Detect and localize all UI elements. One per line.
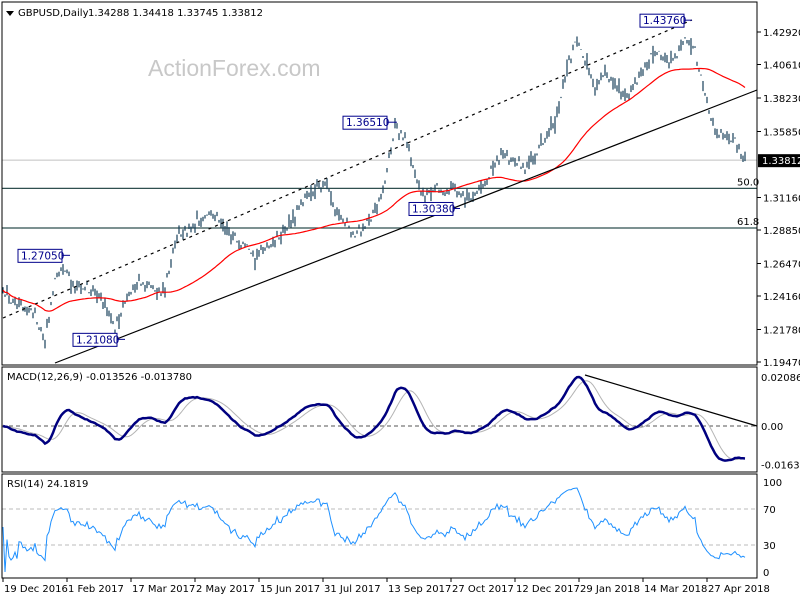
rsi-title: RSI(14) 24.1819 xyxy=(7,479,88,490)
price-bars xyxy=(2,36,746,349)
price-axis-label: 1.38230 xyxy=(763,94,800,105)
date-axis-label: 31 Jul 2017 xyxy=(324,584,381,595)
fib-level-label: 50.0 xyxy=(737,177,759,188)
collapse-triangle-icon[interactable] xyxy=(6,11,14,16)
date-axis-label: 2 May 2017 xyxy=(196,584,255,595)
rsi-line xyxy=(2,487,746,573)
date-axis-label: 13 Sep 2017 xyxy=(388,584,451,595)
macd-axis-label: 0.020861 xyxy=(761,373,800,384)
price-axis-label: 1.21780 xyxy=(763,325,800,336)
date-axis-label: 15 Jun 2017 xyxy=(260,584,320,595)
date-axis-label: 1 Feb 2017 xyxy=(68,584,124,595)
price-callout-label: 1.43760 xyxy=(643,15,686,27)
date-axis-label: 27 Apr 2018 xyxy=(708,584,770,595)
main-panel-border xyxy=(1,1,758,366)
macd-axis-label: -0.016357 xyxy=(761,460,800,471)
macd-trendline xyxy=(584,374,758,427)
watermark: ActionForex.com xyxy=(148,55,321,81)
macd-title: MACD(12,26,9) -0.013526 -0.013780 xyxy=(7,372,192,383)
symbol-title: GBPUSD,Daily xyxy=(18,8,89,19)
date-axis-label: 27 Oct 2017 xyxy=(452,584,514,595)
price-axis-label: 1.28850 xyxy=(763,226,800,237)
date-axis-label: 14 Mar 2018 xyxy=(644,584,707,595)
rsi-axis-label: 70 xyxy=(763,505,776,516)
rsi-panel-border xyxy=(1,473,758,579)
price-axis-label: 1.31160 xyxy=(763,193,800,204)
price-axis-label: 1.40610 xyxy=(763,61,800,72)
current-price-badge xyxy=(758,154,800,168)
price-axis-label: 1.42920 xyxy=(763,28,800,39)
moving-average-line xyxy=(2,67,746,312)
channel-support-trendline xyxy=(54,89,758,364)
price-callout-label: 1.21080 xyxy=(76,334,119,346)
rsi-axis-label: 100 xyxy=(763,478,782,489)
ohlc-readout: 1.34288 1.34418 1.33745 1.33812 xyxy=(88,8,263,19)
channel-resistance-trendline xyxy=(2,19,693,319)
date-axis-label: 17 Mar 2017 xyxy=(132,584,195,595)
macd-line xyxy=(2,375,746,462)
date-axis-label: 19 Dec 2016 xyxy=(4,584,68,595)
fib-level-label: 61.8 xyxy=(737,217,759,228)
price-callout-label: 1.30380 xyxy=(412,203,455,215)
price-axis-label: 1.19470 xyxy=(763,358,800,369)
macd-axis-label: 0.00 xyxy=(761,422,783,433)
price-callout-label: 1.27050 xyxy=(21,250,64,262)
macd-signal-line xyxy=(2,380,746,461)
price-callout-label: 1.36510 xyxy=(346,117,389,129)
macd-panel-border xyxy=(1,366,758,473)
price-axis-label: 1.24160 xyxy=(763,292,800,303)
price-axis-label: 1.26470 xyxy=(763,259,800,270)
date-axis-label: 29 Jan 2018 xyxy=(580,584,640,595)
rsi-axis-label: 0 xyxy=(763,568,769,579)
price-axis-label: 1.35850 xyxy=(763,127,800,138)
rsi-axis-label: 30 xyxy=(763,541,776,552)
date-axis-label: 12 Dec 2017 xyxy=(516,584,580,595)
current-price-label: 1.33812 xyxy=(762,156,800,167)
